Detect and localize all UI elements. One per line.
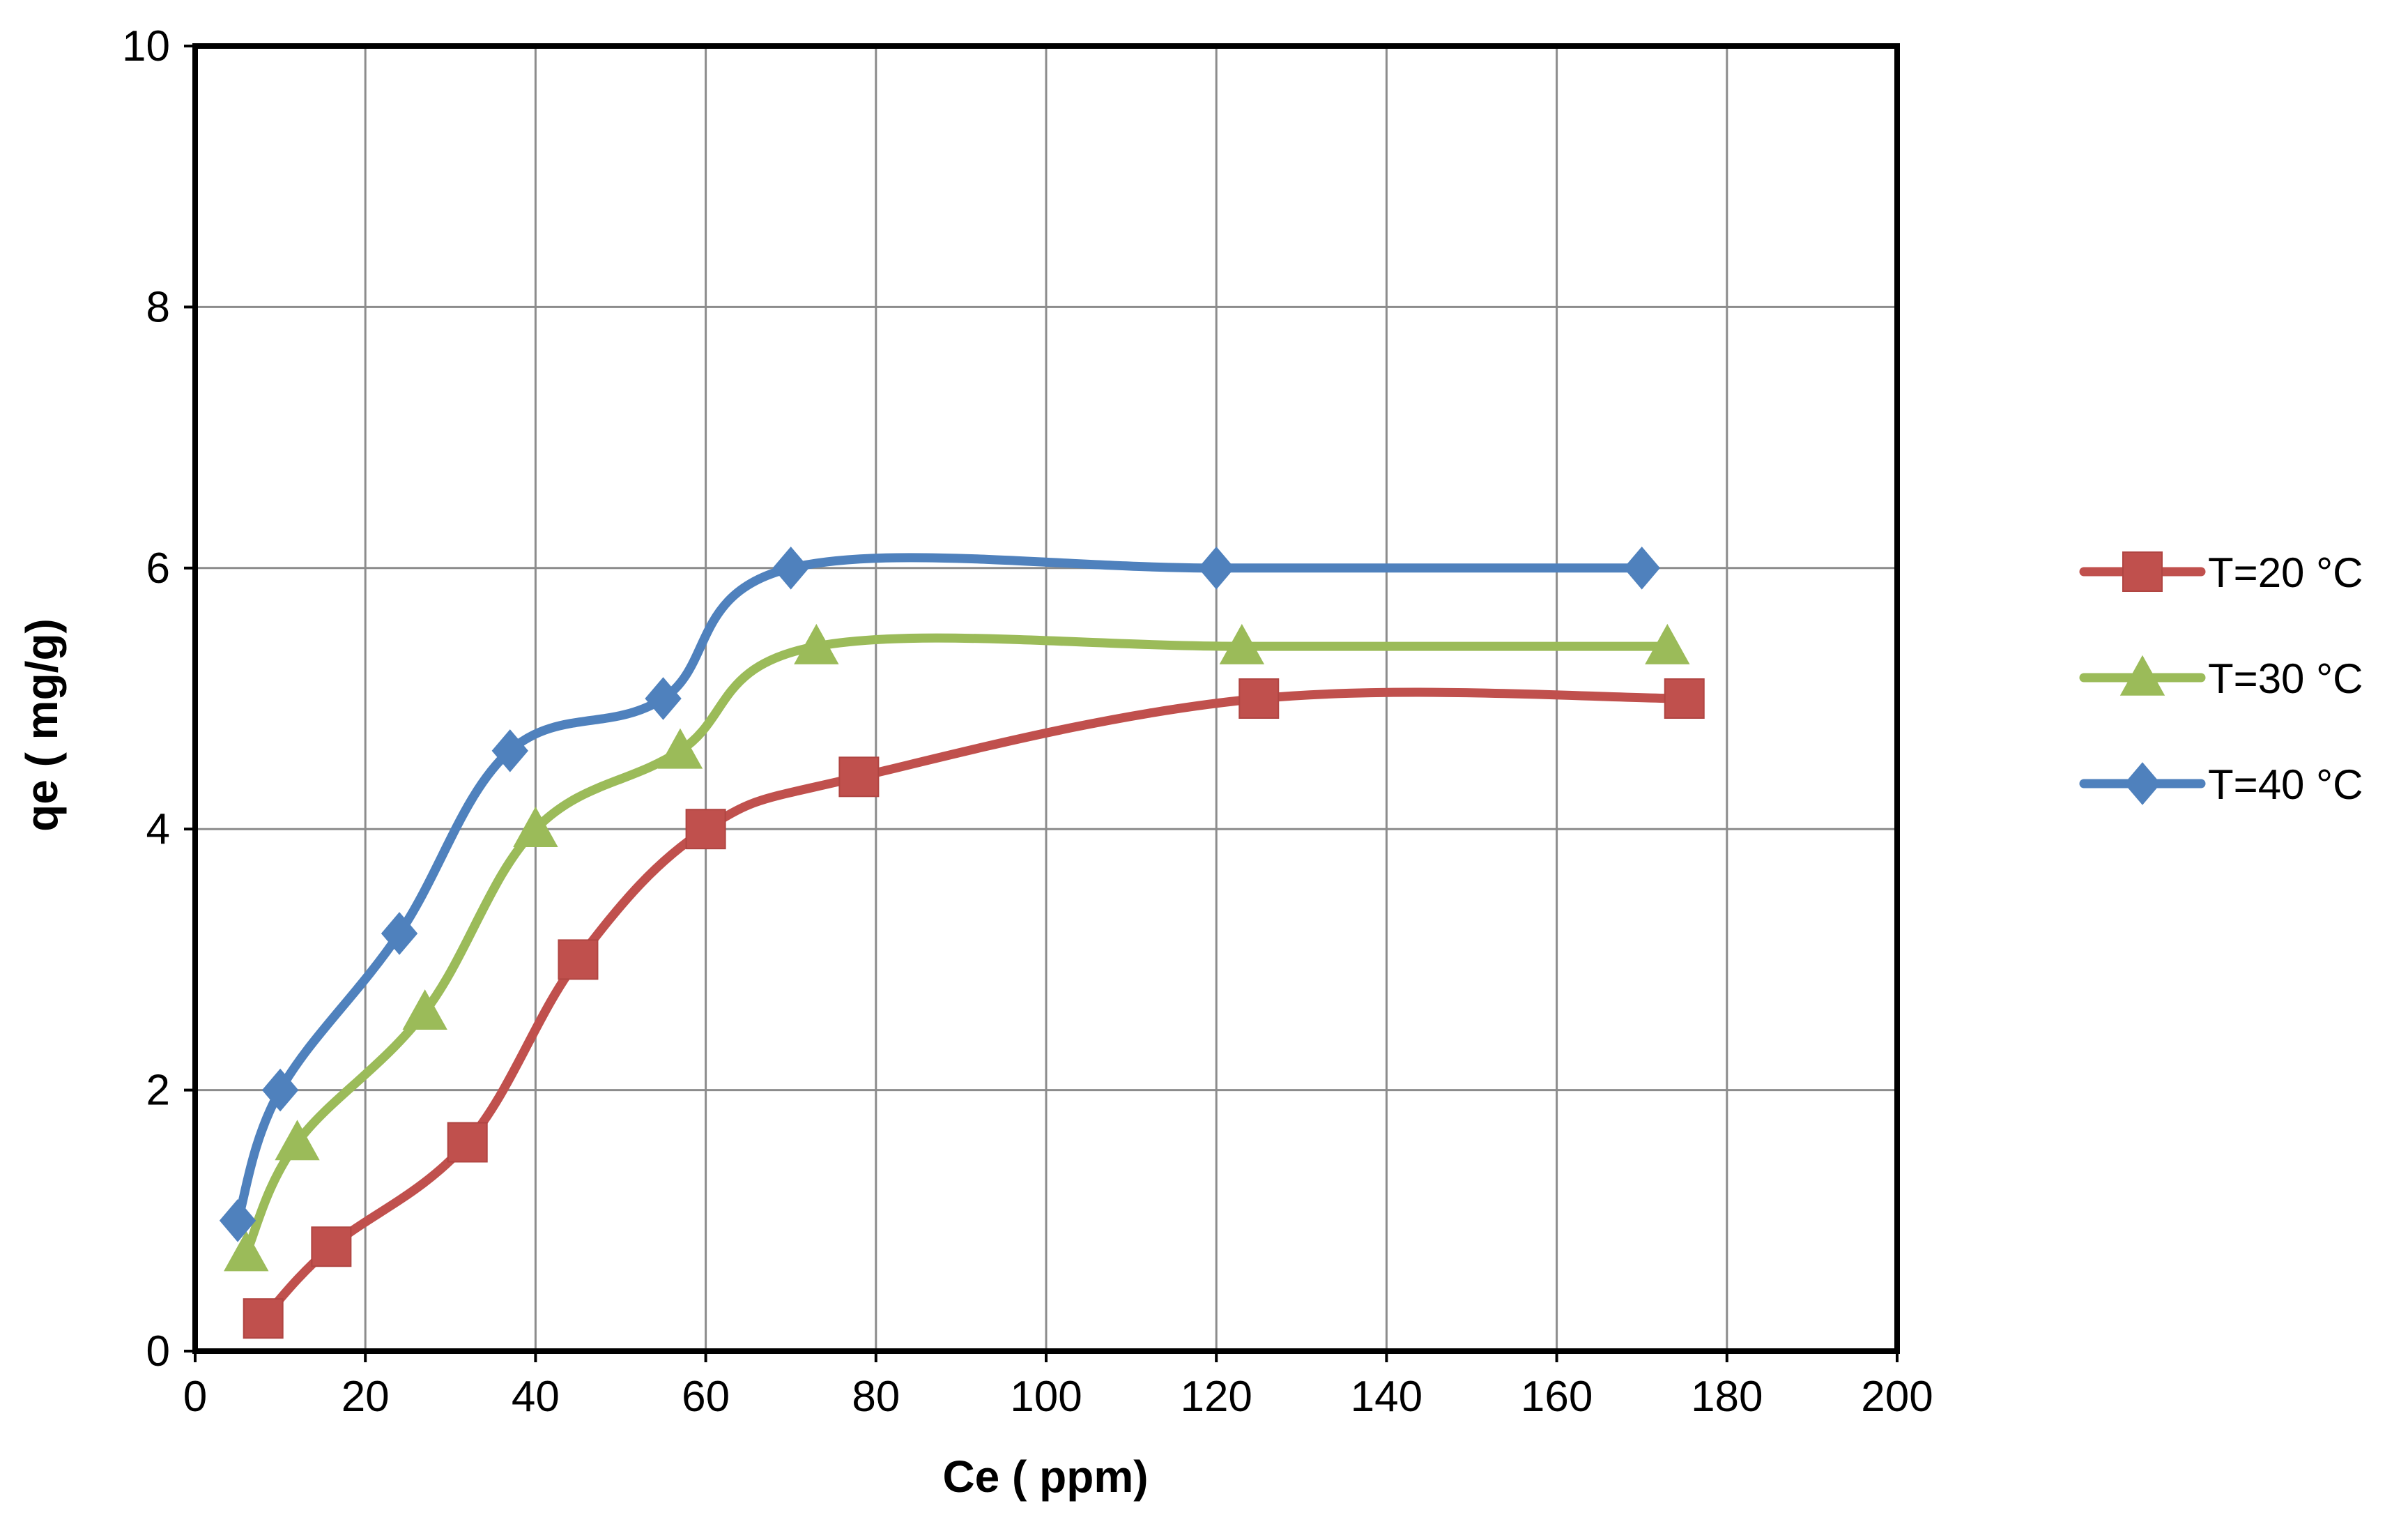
legend: T=20 °C T=30 °C T=40 °C [2079,549,2363,808]
x-tick-label: 180 [1691,1373,1763,1421]
data-point [1664,678,1705,719]
data-point [513,807,558,847]
data-point [243,1298,284,1339]
plot-area [219,547,1705,1339]
y-axis-title: qe ( mg/g) [17,618,67,832]
x-tick-label: 120 [1180,1373,1252,1421]
legend-entry: T=30 °C [2079,655,2363,702]
data-point [224,1230,269,1272]
data-point [685,809,726,850]
x-tick-label: 80 [852,1373,900,1421]
data-point [838,756,880,798]
legend-label: T=40 °C [2208,761,2363,808]
x-tick-label: 100 [1010,1373,1082,1421]
x-tick-label: 60 [682,1373,730,1421]
y-tick-label: 6 [146,544,170,593]
series-3 [219,547,1660,1242]
data-point [1238,678,1280,719]
legend-label: T=20 °C [2208,549,2363,596]
x-axis-title: Ce ( ppm) [942,1451,1148,1502]
x-tick-label: 160 [1521,1373,1593,1421]
x-tick-label: 0 [183,1373,207,1421]
legend-entry: T=40 °C [2079,761,2363,808]
data-point [772,547,809,590]
data-point [311,1226,352,1267]
axes: 0 20 40 60 80 100 120 140 160 180 200 0 2 4 6 8 10 [122,22,1933,1421]
data-point [219,1199,256,1242]
data-point [1198,547,1235,590]
y-tick-label: 4 [146,805,170,853]
data-point [1645,623,1690,664]
data-point [1219,623,1265,664]
legend-entry: T=20 °C [2079,549,2363,596]
data-point [491,729,528,772]
data-point [657,728,703,769]
series-1 [243,678,1705,1339]
y-tick-label: 10 [122,22,170,70]
y-tick-label: 8 [146,283,170,331]
data-point [794,623,839,664]
data-point [261,1068,299,1112]
data-point [447,1122,488,1163]
grid [195,46,1897,1351]
y-tick-label: 2 [146,1067,170,1115]
legend-label: T=30 °C [2208,655,2363,702]
x-tick-label: 200 [1861,1373,1933,1421]
x-tick-label: 140 [1351,1373,1422,1421]
data-point [1623,547,1660,590]
data-point [558,939,599,980]
x-tick-label: 40 [512,1373,560,1421]
legend-marker [2124,762,2161,805]
y-tick-label: 0 [146,1327,170,1376]
data-point [402,989,447,1030]
data-point [645,677,682,720]
data-point [275,1120,320,1161]
data-point [381,912,418,955]
x-tick-label: 20 [342,1373,390,1421]
legend-marker [2119,655,2165,696]
legend-marker [2122,551,2163,592]
series-2 [224,623,1690,1272]
